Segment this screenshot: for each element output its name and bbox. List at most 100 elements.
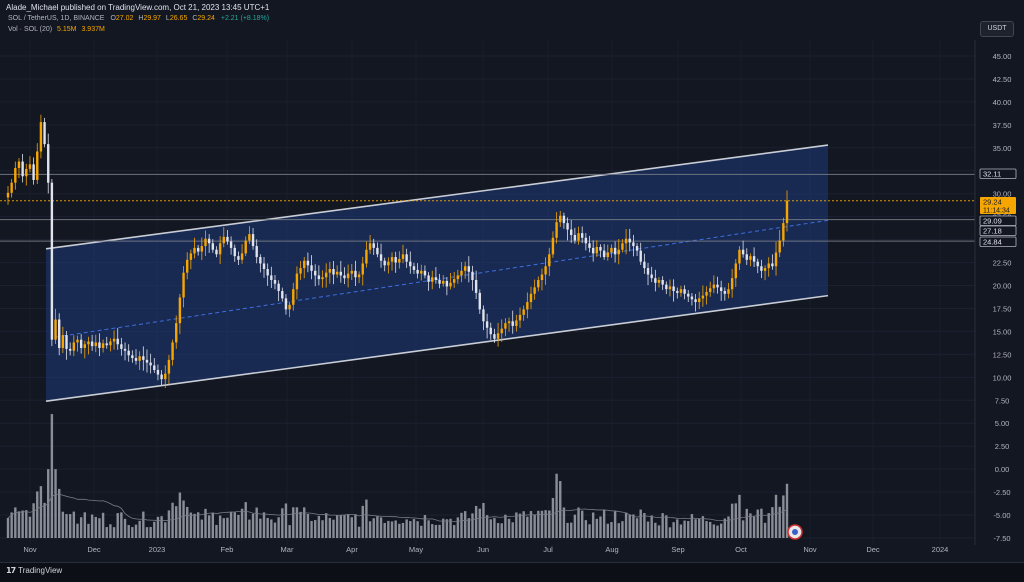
candle-body: [679, 289, 683, 293]
candle-body: [438, 280, 441, 284]
volume-label[interactable]: Vol · SOL (20): [8, 26, 53, 33]
volume-bar: [588, 524, 591, 538]
volume-bar: [449, 518, 452, 538]
volume-bar: [215, 524, 218, 538]
tradingview-logo[interactable]: 17 TradingView: [6, 566, 62, 575]
candle-body: [500, 328, 503, 334]
volume-bar: [610, 522, 613, 538]
volume-bar: [32, 503, 35, 538]
candle-body: [79, 339, 83, 348]
volume-bar: [701, 516, 705, 538]
volume-bar: [467, 518, 471, 538]
volume-bar: [650, 515, 653, 538]
candle-body: [72, 342, 76, 351]
candle-body: [94, 342, 97, 347]
volume-bar: [438, 524, 441, 538]
candle-body: [602, 250, 606, 258]
channel-lower-line[interactable]: [45, 294, 829, 402]
volume-bar: [624, 512, 628, 538]
candle-body: [632, 242, 635, 247]
candle-body: [116, 338, 119, 345]
volume-bar: [120, 512, 123, 538]
candle-body: [478, 292, 481, 310]
candle-body: [270, 275, 273, 281]
volume-bar: [131, 527, 134, 538]
volume-bar: [255, 507, 258, 538]
volume-bar: [6, 517, 10, 538]
candle-body: [149, 362, 152, 366]
volume-bar: [763, 522, 767, 538]
candle-body: [544, 266, 547, 275]
volume-bar: [105, 527, 108, 538]
candle-body: [687, 293, 690, 297]
candle-body: [255, 246, 258, 258]
symbol-label[interactable]: SOL / TetherUS, 1D, BINANCE: [8, 15, 105, 22]
candle-body: [76, 339, 79, 343]
open-value: 27.02: [115, 15, 134, 22]
candle-body: [701, 295, 705, 299]
volume-bar: [207, 515, 211, 538]
volume-bar: [533, 514, 536, 538]
volume-bar: [266, 517, 269, 538]
volume-bar: [196, 512, 200, 538]
candle-body: [511, 321, 514, 326]
candle-body: [496, 333, 500, 339]
high-label: H: [138, 15, 144, 22]
candle-body: [36, 151, 39, 180]
y-tick-label: -5.00: [993, 511, 1010, 520]
time-axis[interactable]: Nov Dec 2023 Feb Mar Apr May Jun Jul Aug Sep Oct Nov…: [23, 545, 948, 554]
candle-body: [317, 275, 321, 280]
candle-body: [244, 240, 247, 254]
candle-body: [548, 254, 551, 267]
candle-body: [226, 236, 229, 242]
replay-icon[interactable]: [787, 524, 803, 540]
candle-body: [741, 249, 745, 255]
candle-body: [452, 279, 456, 283]
candle-body: [284, 298, 288, 310]
x-tick-label: Dec: [866, 545, 880, 554]
volume-bar: [335, 515, 339, 538]
candle-body: [665, 284, 668, 290]
price-label-value: 29.24: [983, 198, 1002, 207]
volume-bar: [456, 517, 460, 538]
volume-bar: [226, 517, 229, 538]
volume-bar: [310, 520, 313, 538]
volume-bar: [65, 514, 68, 538]
candle-body: [518, 314, 522, 321]
candle-body: [123, 348, 127, 351]
candle-body: [292, 289, 295, 305]
channel-upper-line[interactable]: [45, 144, 829, 250]
candle-body: [559, 215, 562, 223]
currency-button[interactable]: USDT: [980, 21, 1014, 37]
volume-bar: [25, 510, 28, 538]
volume-bar: [112, 527, 116, 538]
low-value: 26.65: [169, 15, 188, 22]
candle-body: [368, 243, 372, 250]
candle-body: [248, 234, 251, 241]
volume-bar: [665, 515, 668, 538]
volume-bar: [526, 516, 529, 538]
price-label-value: 27.18: [983, 227, 1002, 236]
y-tick-label: 5.00: [995, 419, 1010, 428]
volume-bar: [43, 502, 46, 538]
candle-body: [68, 348, 72, 351]
candle-body: [420, 270, 423, 274]
volume-bar: [668, 527, 672, 538]
candle-body: [449, 282, 452, 287]
y-tick-label: 20.00: [993, 282, 1012, 291]
candle-body: [379, 254, 383, 261]
candle-body: [17, 161, 21, 169]
price-chart[interactable]: 45.0042.5040.0037.5035.0032.5030.0027.50…: [0, 0, 1024, 562]
volume-bar: [500, 523, 503, 538]
volume-bar: [357, 526, 361, 538]
price-axis[interactable]: 45.0042.5040.0037.5035.0032.5030.0027.50…: [974, 40, 1012, 545]
x-tick-label: Dec: [87, 545, 101, 554]
candle-body: [745, 254, 748, 260]
candle-body: [606, 252, 609, 258]
x-tick-label: Aug: [605, 545, 618, 554]
x-tick-label: Mar: [281, 545, 294, 554]
volume-bar: [723, 518, 727, 538]
candle-body: [730, 278, 734, 290]
candle-body: [215, 249, 218, 255]
volume-bar: [482, 502, 485, 538]
